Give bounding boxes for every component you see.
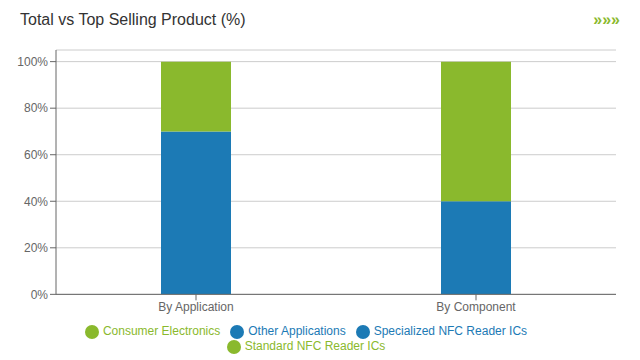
html-text:Other Applications: Other Applications xyxy=(248,324,346,339)
svg-text:By Component: By Component xyxy=(436,300,516,314)
svg-text:100%: 100% xyxy=(17,55,48,69)
html-text:Consumer Electronics: Consumer Electronics xyxy=(102,324,221,339)
svg-text:60%: 60% xyxy=(24,148,48,162)
svg-text:40%: 40% xyxy=(24,195,48,209)
svg-text:By Application: By Application xyxy=(158,300,233,314)
svg-text:0%: 0% xyxy=(31,288,49,302)
svg-text:80%: 80% xyxy=(24,101,48,115)
html-text:Standard NFC Reader ICs: Standard NFC Reader ICs xyxy=(244,339,386,354)
svg-text:20%: 20% xyxy=(24,241,48,255)
html-text:Total vs Top Selling Product (: Total vs Top Selling Product (%) xyxy=(20,11,246,28)
html-text:Specialized NFC Reader ICs: Specialized NFC Reader ICs xyxy=(373,324,528,339)
